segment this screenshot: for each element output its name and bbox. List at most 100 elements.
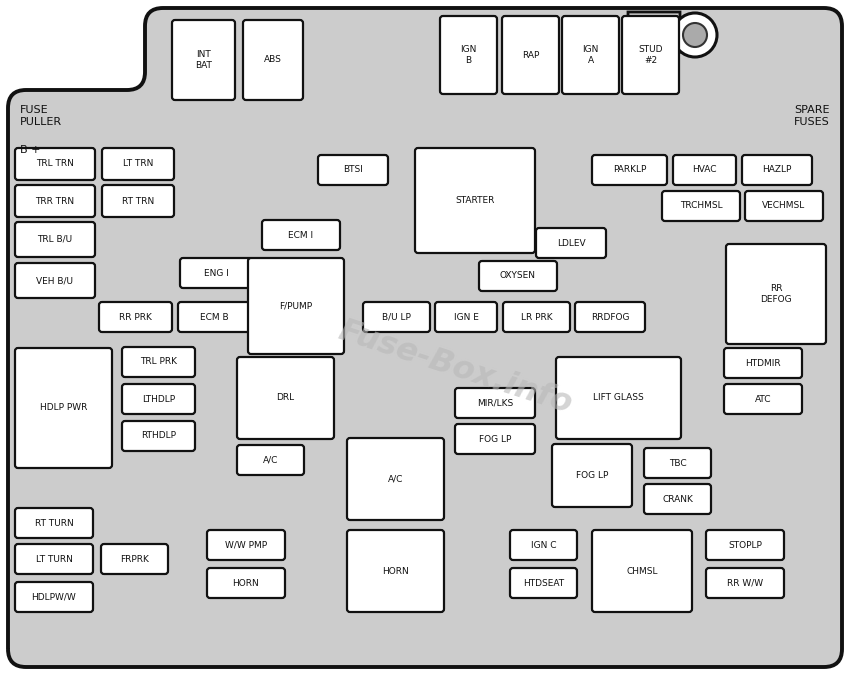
FancyBboxPatch shape: [243, 20, 303, 100]
FancyBboxPatch shape: [706, 568, 784, 598]
Text: HDLP PWR: HDLP PWR: [40, 404, 88, 412]
FancyBboxPatch shape: [172, 20, 235, 100]
FancyBboxPatch shape: [726, 244, 826, 344]
Text: BTSI: BTSI: [343, 165, 363, 175]
FancyBboxPatch shape: [622, 16, 679, 94]
FancyBboxPatch shape: [536, 228, 606, 258]
Text: TBC: TBC: [669, 458, 686, 468]
FancyBboxPatch shape: [440, 16, 497, 94]
Text: A/C: A/C: [388, 475, 403, 483]
Text: RT TRN: RT TRN: [122, 196, 154, 205]
FancyBboxPatch shape: [15, 508, 93, 538]
FancyBboxPatch shape: [724, 348, 802, 378]
Text: FUSE
PULLER: FUSE PULLER: [20, 105, 62, 128]
Text: ENG I: ENG I: [204, 269, 229, 277]
FancyBboxPatch shape: [15, 263, 95, 298]
Text: LIFT GLASS: LIFT GLASS: [593, 394, 643, 402]
Text: HDLPW/W: HDLPW/W: [31, 593, 76, 601]
Text: RR
DEFOG: RR DEFOG: [760, 284, 792, 304]
FancyBboxPatch shape: [724, 384, 802, 414]
Text: INT
BAT: INT BAT: [195, 51, 212, 70]
FancyBboxPatch shape: [99, 302, 172, 332]
Text: ECM B: ECM B: [201, 313, 229, 321]
FancyBboxPatch shape: [15, 222, 95, 257]
FancyBboxPatch shape: [237, 445, 304, 475]
Text: W/W PMP: W/W PMP: [225, 541, 267, 549]
Text: IGN E: IGN E: [454, 313, 479, 321]
Text: TRCHMSL: TRCHMSL: [680, 202, 722, 211]
Text: LT TRN: LT TRN: [122, 159, 153, 169]
Text: DRL: DRL: [276, 394, 295, 402]
Text: TRR TRN: TRR TRN: [36, 196, 75, 205]
Text: A/C: A/C: [263, 456, 278, 464]
Text: LT TURN: LT TURN: [36, 554, 72, 564]
FancyBboxPatch shape: [742, 155, 812, 185]
FancyBboxPatch shape: [207, 530, 285, 560]
FancyBboxPatch shape: [552, 444, 632, 507]
FancyBboxPatch shape: [592, 530, 692, 612]
FancyBboxPatch shape: [644, 484, 711, 514]
Text: STARTER: STARTER: [456, 196, 495, 205]
Text: F/PUMP: F/PUMP: [280, 302, 313, 311]
Text: RT TURN: RT TURN: [35, 518, 73, 527]
Text: HVAC: HVAC: [692, 165, 717, 175]
Text: RTHDLP: RTHDLP: [141, 431, 176, 441]
Text: ATC: ATC: [755, 394, 771, 404]
FancyBboxPatch shape: [318, 155, 388, 185]
FancyBboxPatch shape: [502, 16, 559, 94]
FancyBboxPatch shape: [207, 568, 285, 598]
FancyBboxPatch shape: [102, 148, 174, 180]
FancyBboxPatch shape: [122, 384, 195, 414]
Text: TRL TRN: TRL TRN: [36, 159, 74, 169]
FancyBboxPatch shape: [262, 220, 340, 250]
FancyBboxPatch shape: [510, 530, 577, 560]
Text: IGN
B: IGN B: [461, 45, 477, 65]
FancyBboxPatch shape: [122, 347, 195, 377]
FancyBboxPatch shape: [101, 544, 168, 574]
FancyBboxPatch shape: [180, 258, 253, 288]
Text: B/U LP: B/U LP: [382, 313, 411, 321]
Text: OXYSEN: OXYSEN: [500, 271, 536, 281]
FancyBboxPatch shape: [575, 302, 645, 332]
Text: B +: B +: [20, 145, 41, 155]
Text: ABS: ABS: [264, 55, 282, 65]
FancyBboxPatch shape: [122, 421, 195, 451]
Text: IGN
A: IGN A: [582, 45, 598, 65]
FancyBboxPatch shape: [15, 582, 93, 612]
Text: CRANK: CRANK: [662, 495, 693, 504]
Text: ECM I: ECM I: [288, 230, 314, 240]
Circle shape: [673, 13, 717, 57]
FancyBboxPatch shape: [15, 185, 95, 217]
FancyBboxPatch shape: [415, 148, 535, 253]
Text: IGN C: IGN C: [530, 541, 556, 549]
Text: PARKLP: PARKLP: [613, 165, 646, 175]
Text: VECHMSL: VECHMSL: [762, 202, 806, 211]
Text: RR W/W: RR W/W: [727, 578, 763, 587]
FancyBboxPatch shape: [455, 388, 535, 418]
Text: RR PRK: RR PRK: [119, 313, 152, 321]
FancyBboxPatch shape: [237, 357, 334, 439]
FancyBboxPatch shape: [363, 302, 430, 332]
Text: FOG LP: FOG LP: [479, 435, 511, 443]
FancyBboxPatch shape: [347, 438, 444, 520]
FancyBboxPatch shape: [706, 530, 784, 560]
FancyBboxPatch shape: [592, 155, 667, 185]
FancyBboxPatch shape: [435, 302, 497, 332]
FancyBboxPatch shape: [178, 302, 251, 332]
FancyBboxPatch shape: [745, 191, 823, 221]
Text: LDLEV: LDLEV: [557, 238, 586, 248]
Text: SPARE
FUSES: SPARE FUSES: [794, 105, 830, 128]
Circle shape: [683, 23, 707, 47]
Text: VEH B/U: VEH B/U: [37, 276, 73, 285]
FancyBboxPatch shape: [15, 544, 93, 574]
FancyBboxPatch shape: [562, 16, 619, 94]
Text: TRL B/U: TRL B/U: [37, 235, 72, 244]
Text: TRL PRK: TRL PRK: [140, 358, 177, 367]
Text: RAP: RAP: [522, 51, 539, 59]
PathPatch shape: [8, 8, 842, 667]
Text: HORN: HORN: [233, 578, 259, 587]
FancyBboxPatch shape: [662, 191, 740, 221]
FancyBboxPatch shape: [15, 348, 112, 468]
Text: Fuse-Box.info: Fuse-Box.info: [334, 315, 576, 420]
Text: MIR/LKS: MIR/LKS: [477, 398, 513, 408]
